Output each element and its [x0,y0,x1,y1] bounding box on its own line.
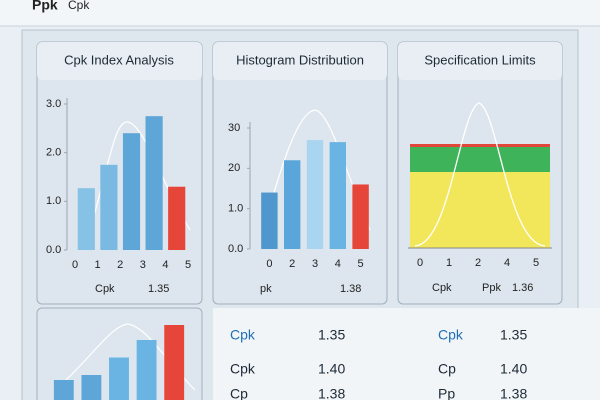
panel-title: Cpk Index Analysis [64,52,174,67]
panel-footer: 1.36 [512,282,533,294]
x-tick-label: 2 [117,259,123,271]
bar [122,133,141,250]
y-tick-label: 0.0 [228,243,243,255]
bar [164,325,185,400]
y-tick-label: 3.0 [46,98,61,110]
x-tick-label: 0 [72,259,78,271]
panel [36,307,203,400]
x-tick-label: 0 [266,258,272,270]
stat-value: 1.40 [318,361,345,377]
bar [145,116,163,251]
stat-label: Cpk [438,327,464,343]
bar [329,142,347,249]
bar [261,192,278,249]
panel-footer: Cpk [95,283,115,295]
bar [168,186,186,250]
stat-label: Cpk [230,327,256,343]
panel-title: Histogram Distribution [236,52,364,67]
x-tick-label: 1 [446,257,452,269]
panel-title: Specification Limits [424,52,536,67]
stat-label: Cp [230,386,248,400]
bar [283,160,301,249]
panel-footer: Ppk [482,282,501,294]
bar [352,184,369,249]
stat-label: Pp [438,386,455,400]
x-tick-label: 3 [140,259,146,271]
top-bar [0,0,600,26]
panel-header [37,42,202,80]
x-tick-label: 4 [162,259,168,271]
y-tick-label: 1.0 [228,203,243,215]
stat-value: 1.35 [318,327,345,343]
green-band [410,147,550,172]
stat-label: Cp [438,361,456,377]
x-tick-label: 2 [475,257,481,269]
yellow-band [410,172,550,248]
y-tick-label: 0.0 [46,244,61,256]
panel-header [213,42,387,80]
x-tick-label: 4 [335,258,341,270]
bar [109,357,129,400]
panel-header [398,42,562,80]
x-tick-label: 2 [289,258,295,270]
panel-footer: 1.35 [148,283,169,295]
normal-curve [261,109,371,236]
upper-limit [410,144,550,147]
panel-footer: 1.38 [340,283,361,295]
stat-value: 1.38 [318,386,345,400]
x-tick-label: 4 [504,257,510,269]
bar [100,164,118,250]
stat-label: Cpk [230,361,256,377]
stats-panel [213,308,600,400]
bar [81,375,102,400]
x-tick-label: 3 [312,258,318,270]
normal-curve [414,102,546,247]
bar [53,380,74,400]
y-tick-label: 20 [228,162,240,174]
header-title: Ppk [32,0,58,13]
x-tick-label: 5 [533,257,539,269]
x-tick-label: 1 [95,259,101,271]
stat-value: 1.40 [500,361,527,377]
y-tick-label: 2.0 [46,147,61,159]
stat-value: 1.38 [500,386,527,400]
x-tick-label: 0 [417,257,423,269]
stat-value: 1.35 [500,327,527,343]
header-subtitle: Cpk [68,0,90,12]
y-tick-label: 30 [228,122,240,134]
panel-footer: Cpk [432,282,452,294]
bar [136,340,157,400]
bar [306,140,324,249]
x-tick-label: 5 [358,258,364,270]
y-tick-label: 1.0 [46,195,61,207]
bar [77,188,95,250]
x-tick-label: 5 [185,259,191,271]
panel-footer: pk [260,283,272,295]
